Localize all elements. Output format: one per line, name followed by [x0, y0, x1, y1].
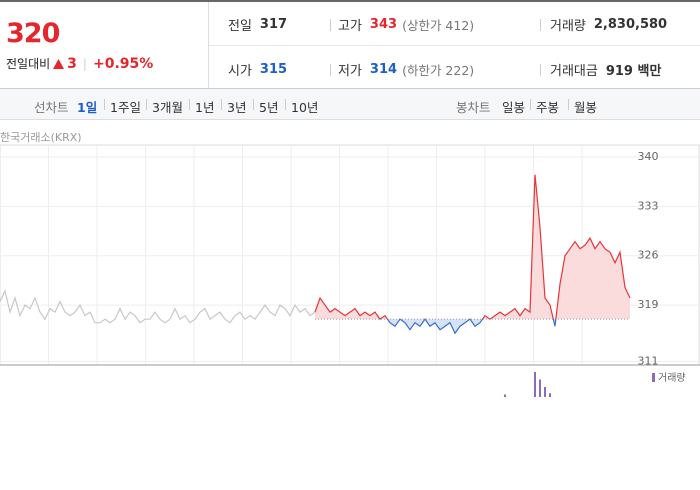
- label: 시가: [228, 63, 252, 79]
- label: 전일: [228, 18, 252, 34]
- tab-group-label: 선차트: [34, 100, 69, 115]
- tab[interactable]: 1년: [195, 100, 215, 115]
- volume-bar: [549, 393, 551, 397]
- change-pct: +0.95%: [92, 55, 154, 72]
- amount: 거래대금 919 백만: [550, 59, 661, 79]
- volume: 거래량 2,830,580: [550, 14, 667, 34]
- tab[interactable]: 3개월: [152, 100, 183, 115]
- quote-panel: 320 전일대비 3 | +0.95% 전일 317 고가 343 (상한가 412)…: [0, 0, 700, 89]
- tab-group-label: 봉차트: [456, 100, 491, 115]
- tab[interactable]: 1주일: [110, 100, 141, 115]
- y-tick-label: 326: [638, 249, 659, 262]
- value: 919 백만: [605, 63, 662, 79]
- label: 거래량: [550, 18, 586, 34]
- price: 320: [6, 18, 60, 49]
- limit: (상한가 412): [402, 17, 475, 33]
- value: 315: [259, 61, 288, 77]
- volume-bar: [539, 379, 541, 397]
- y-tick-label: 340: [638, 150, 659, 163]
- tab[interactable]: 주봉: [536, 100, 560, 115]
- y-tick-label: 319: [638, 298, 659, 311]
- low: 저가 314 (하한가 222): [338, 59, 474, 79]
- volume-bar: [504, 394, 506, 397]
- tab-bar: 선차트 봉차트 1일 1주일 3개월 1년 3년 5년 10년 일봉 주봉 월봉: [0, 88, 700, 120]
- label: 고가: [338, 18, 362, 34]
- legend-label: 거래량: [658, 372, 686, 384]
- limit: (하한가 222): [402, 62, 475, 78]
- volume-bar: [544, 387, 546, 397]
- price-line: [314, 174, 631, 335]
- source: 한국거래소(KRX): [0, 131, 82, 144]
- y-tick-label: 311: [638, 354, 659, 367]
- y-tick-label: 333: [638, 199, 659, 212]
- tab[interactable]: 1일: [77, 100, 98, 115]
- up-icon: [53, 58, 65, 69]
- tab[interactable]: 월봉: [574, 100, 598, 115]
- value: 314: [369, 61, 398, 77]
- price-box: 320 전일대비 3 | +0.95%: [0, 2, 209, 89]
- tab[interactable]: 10년: [291, 100, 319, 115]
- tab[interactable]: 5년: [259, 100, 279, 115]
- value: 343: [369, 16, 398, 32]
- high: 고가 343 (상한가 412): [338, 14, 474, 34]
- change-value: 3: [67, 55, 77, 72]
- label: 저가: [338, 63, 362, 79]
- tab[interactable]: 3년: [227, 100, 247, 115]
- prev-close: 전일 317: [228, 14, 287, 34]
- change-label: 전일대비: [6, 57, 51, 71]
- legend-swatch: [652, 373, 655, 382]
- tab[interactable]: 일봉: [502, 100, 526, 115]
- value: 2,830,580: [593, 16, 668, 32]
- area: [315, 174, 630, 334]
- label: 거래대금: [550, 63, 598, 79]
- price-line: [0, 289, 316, 324]
- change: 전일대비 3 | +0.95%: [6, 55, 154, 72]
- volume-bar: [534, 372, 536, 397]
- value: 317: [259, 16, 288, 32]
- open: 시가 315: [228, 59, 287, 79]
